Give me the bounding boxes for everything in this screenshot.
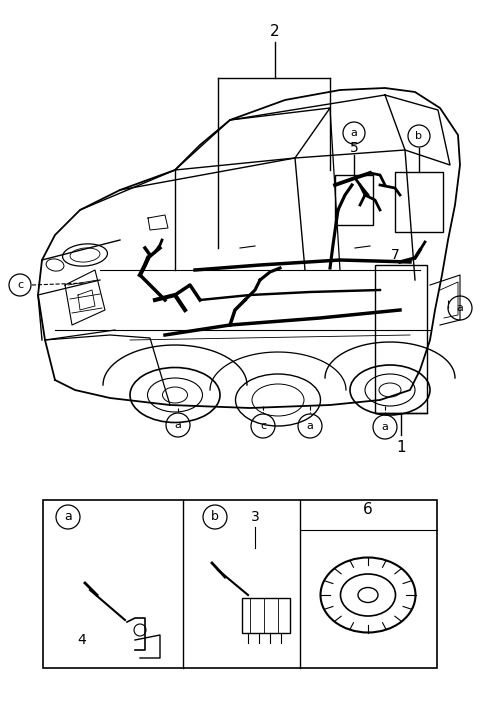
Text: 7: 7 (391, 248, 399, 262)
Text: 2: 2 (270, 25, 280, 40)
Text: a: a (64, 510, 72, 524)
Text: a: a (382, 422, 388, 432)
Text: c: c (260, 421, 266, 431)
Bar (242, 598, 290, 633)
Text: c: c (17, 280, 23, 290)
Bar (335, 175, 373, 225)
Text: b: b (416, 131, 422, 141)
Bar (43, 500, 437, 668)
Text: a: a (456, 303, 463, 313)
Text: 5: 5 (349, 141, 359, 155)
Text: 1: 1 (396, 440, 406, 455)
Bar (395, 172, 443, 232)
Text: 3: 3 (251, 510, 259, 524)
Bar (375, 265, 427, 413)
Text: b: b (211, 510, 219, 524)
Text: a: a (175, 420, 181, 430)
Text: a: a (350, 128, 358, 138)
Text: 6: 6 (363, 503, 373, 517)
Text: 4: 4 (78, 633, 86, 647)
Text: a: a (307, 421, 313, 431)
